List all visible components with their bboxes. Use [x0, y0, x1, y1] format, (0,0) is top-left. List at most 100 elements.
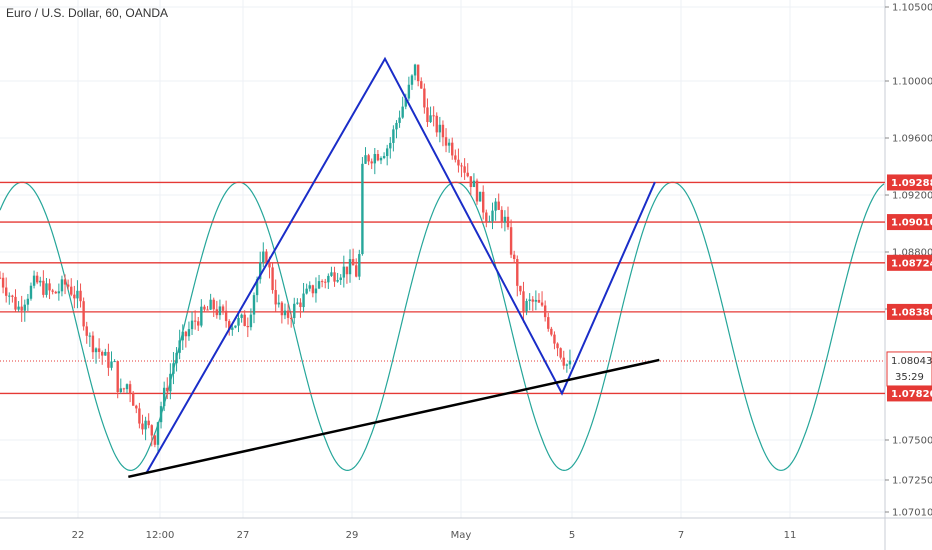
candle-body — [497, 201, 500, 210]
candle-body — [0, 277, 2, 279]
candle-body — [444, 137, 448, 146]
candle-body — [389, 142, 392, 149]
candle-body — [345, 266, 349, 275]
candle-body — [488, 221, 491, 223]
candle-body — [113, 361, 116, 363]
candle-body — [451, 142, 454, 156]
candle-body — [249, 314, 253, 328]
candle-body — [382, 156, 386, 158]
candle-body — [228, 321, 231, 330]
candle-body — [379, 157, 383, 161]
candle-body — [447, 142, 451, 146]
candle-body — [104, 351, 107, 356]
candle-body — [280, 302, 284, 316]
candle-body — [519, 285, 522, 292]
time-tick-label: May — [451, 530, 472, 541]
candle-body — [274, 290, 277, 305]
candle-body — [413, 64, 417, 76]
candle-body — [184, 331, 188, 337]
candle-body — [395, 122, 398, 130]
candle-body — [355, 265, 358, 277]
candle-body — [438, 124, 442, 133]
candle-body — [181, 331, 184, 341]
candle-body — [525, 300, 528, 312]
time-tick-label: 7 — [678, 530, 684, 541]
candle-body — [125, 384, 129, 390]
candle-body — [147, 420, 150, 426]
price-tick-label: 1.07500 — [892, 436, 932, 447]
current-price-label: 1.08043 — [891, 356, 932, 367]
candle-body — [482, 191, 485, 213]
candle-body — [429, 115, 432, 123]
candle-body — [237, 317, 240, 326]
candle-body — [271, 267, 274, 291]
candle-body — [277, 302, 280, 305]
candle-body — [79, 290, 82, 302]
zigzag-pattern-line[interactable] — [145, 56, 656, 475]
candle-body — [441, 124, 445, 138]
candle-body — [324, 281, 327, 283]
candle-body — [407, 84, 411, 99]
candle-body — [370, 161, 373, 164]
candle-body — [187, 329, 191, 337]
level-price-tag-label: 1.08724 — [891, 258, 932, 269]
time-tick-label: 29 — [346, 530, 359, 541]
candle-body — [491, 210, 494, 222]
chart-title: Euro / U.S. Dollar, 60, OANDA — [6, 6, 168, 20]
support-trendline[interactable] — [128, 358, 660, 479]
candle-body — [358, 254, 361, 277]
candle-body — [485, 212, 488, 222]
candle-body — [435, 115, 438, 133]
candle-body — [48, 283, 51, 291]
level-price-tag[interactable] — [887, 214, 932, 231]
candle-body — [29, 285, 33, 299]
level-price-tag[interactable] — [887, 254, 932, 271]
candle-body — [193, 320, 197, 322]
candle-body — [398, 117, 401, 123]
candle-body — [172, 363, 175, 374]
candle-body — [224, 310, 228, 322]
level-price-tag[interactable] — [887, 303, 932, 320]
candle-body — [119, 388, 123, 392]
candle-body — [206, 309, 209, 311]
candle-body — [410, 75, 414, 85]
current-price-tag — [886, 351, 932, 387]
candle-body — [416, 64, 420, 82]
candle-body — [342, 266, 346, 278]
candle-body — [432, 115, 435, 117]
level-price-tag-label: 1.08380 — [891, 307, 932, 318]
candle-body — [308, 285, 311, 289]
candle-body — [528, 299, 531, 301]
candle-body — [178, 340, 181, 353]
candle-body — [45, 283, 48, 295]
candle-body — [302, 293, 305, 308]
candle-body — [534, 299, 538, 302]
candle-body — [221, 306, 225, 311]
candle-body — [531, 299, 534, 302]
candle-body — [404, 98, 407, 107]
candle-body — [200, 306, 203, 326]
candle-body — [203, 306, 206, 310]
candle-body — [243, 314, 246, 326]
candle-body — [17, 306, 20, 310]
candle-body — [73, 294, 76, 299]
candle-body — [20, 306, 23, 311]
candle-body — [26, 298, 30, 305]
candle-body — [336, 280, 339, 282]
candle-body — [23, 304, 26, 311]
level-price-tag[interactable] — [887, 385, 932, 402]
candle-body — [550, 328, 553, 335]
price-tick-label: 1.09200 — [892, 191, 932, 202]
sine-wave-indicator — [0, 181, 885, 472]
candle-body — [327, 275, 330, 283]
time-tick-label: 11 — [784, 530, 797, 541]
candle-body — [39, 280, 42, 283]
price-tick-label: 1.07010 — [892, 508, 932, 519]
candle-body — [197, 321, 200, 326]
candle-body — [166, 387, 169, 392]
candle-body — [94, 348, 98, 353]
level-price-tag[interactable] — [887, 174, 932, 191]
candle-body — [51, 290, 54, 292]
candle-body — [559, 348, 562, 358]
